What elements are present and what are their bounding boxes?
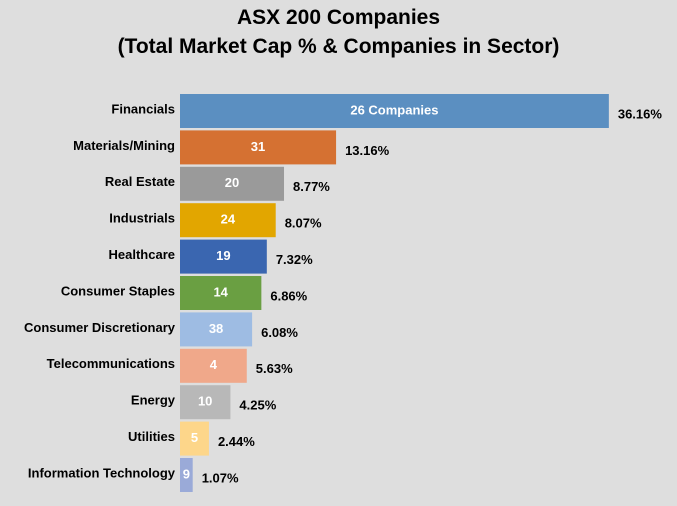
category-label: Consumer Staples [61, 283, 175, 298]
bar-count-label: 38 [209, 321, 223, 336]
bar-count-label: 4 [210, 357, 218, 372]
value-label: 8.07% [285, 216, 322, 231]
bar-9 [180, 421, 209, 456]
bar-1 [180, 130, 337, 165]
category-label: Energy [131, 393, 176, 408]
bar-10 [180, 458, 193, 492]
category-label: Materials/Mining [73, 138, 175, 153]
bar-count-label: 24 [221, 212, 236, 227]
category-label: Consumer Discretionary [24, 320, 176, 335]
bar-4 [180, 239, 267, 274]
bar-0 [180, 94, 609, 128]
bar-count-label: 9 [183, 466, 190, 481]
bar-2 [180, 166, 285, 201]
value-label: 36.16% [618, 106, 663, 121]
value-label: 7.32% [276, 252, 313, 267]
category-label: Telecommunications [47, 356, 175, 371]
bar-count-label: 19 [216, 248, 230, 263]
value-label: 6.86% [270, 288, 307, 303]
bar-3 [180, 203, 276, 238]
value-label: 8.77% [293, 179, 330, 194]
bar-count-label: 5 [191, 430, 198, 445]
bar-count-label: 31 [251, 139, 265, 154]
category-label: Financials [111, 101, 175, 116]
bar-6 [180, 312, 253, 347]
value-label: 13.16% [345, 143, 390, 158]
chart-title: ASX 200 Companies [236, 6, 441, 29]
value-label: 5.63% [256, 361, 293, 376]
category-label: Real Estate [105, 174, 175, 189]
bar-count-label: 20 [225, 175, 239, 190]
bar-count-label: 10 [198, 394, 212, 409]
category-label: Healthcare [109, 247, 175, 262]
category-label: Information Technology [28, 465, 176, 480]
category-label: Industrials [109, 211, 175, 226]
chart-subtitle: (Total Market Cap % & Companies in Secto… [117, 35, 560, 58]
category-label: Utilities [128, 429, 175, 444]
bar-5 [180, 276, 262, 310]
value-label: 2.44% [218, 434, 255, 449]
bar-7 [180, 348, 247, 383]
value-label: 6.08% [261, 325, 298, 340]
bar-count-label: 14 [213, 284, 228, 299]
value-label: 4.25% [239, 398, 276, 413]
value-label: 1.07% [202, 470, 239, 485]
bar-count-label: 26 Companies [350, 102, 438, 117]
bar-8 [180, 385, 231, 420]
